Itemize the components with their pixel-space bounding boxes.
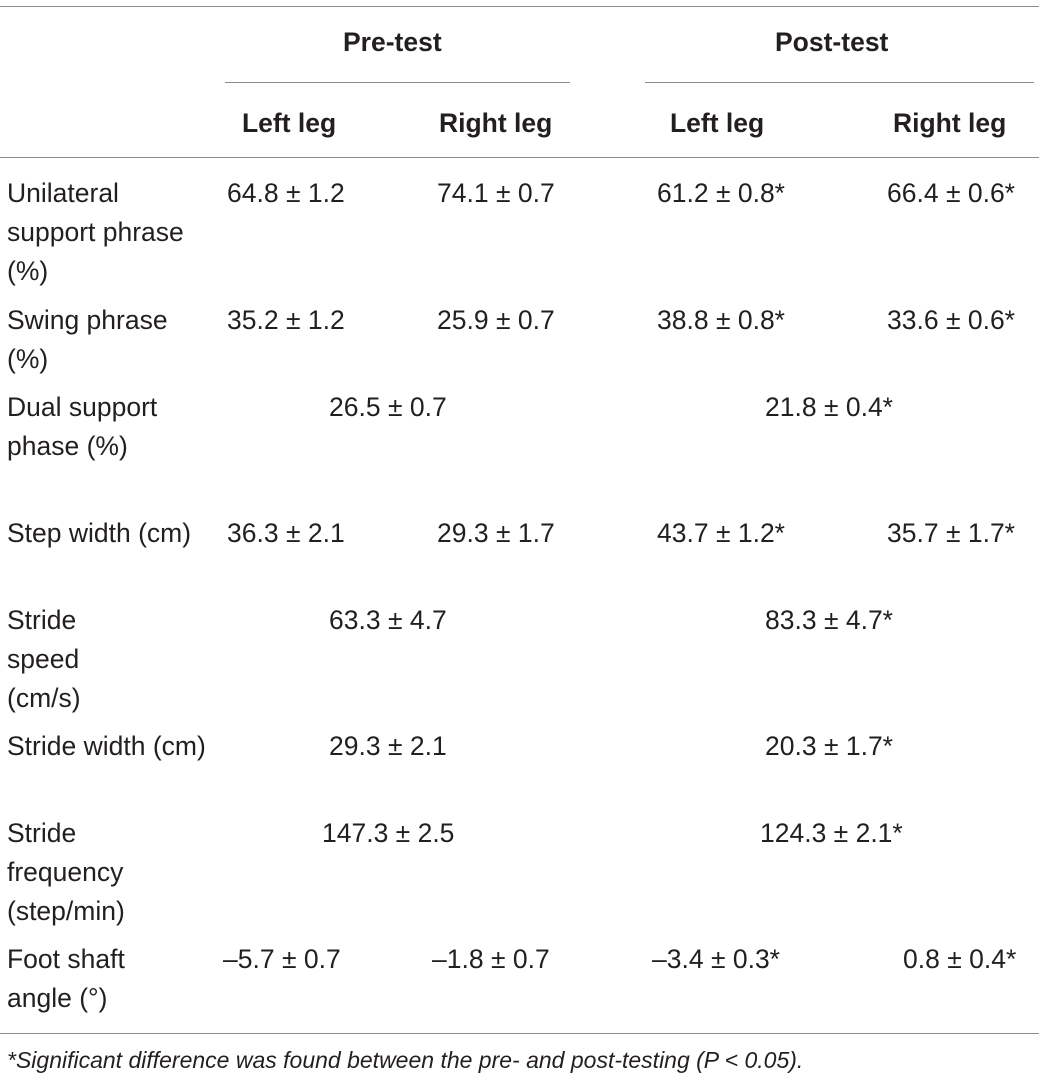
cell-pre-merged: 147.3 ± 2.5: [322, 818, 455, 848]
cell-post-left: 43.7 ± 1.2*: [657, 518, 785, 548]
group-header-posttest: Post-test: [775, 27, 889, 57]
row-label: Stride width (cm): [7, 731, 206, 761]
cell-pre-left: 64.8 ± 1.2: [227, 178, 345, 208]
cell-post-left: –3.4 ± 0.3*: [652, 944, 780, 974]
cell-post-merged: 83.3 ± 4.7*: [765, 605, 893, 635]
cell-pre-merged: 63.3 ± 4.7: [329, 605, 447, 635]
bottom-rule: [0, 1033, 1039, 1034]
row-label: Foot shaft angle (°): [7, 944, 125, 1013]
row-label: Stride frequency (step/min): [7, 818, 125, 926]
row-label: Step width (cm): [7, 518, 192, 548]
cell-pre-left: –5.7 ± 0.7: [223, 944, 341, 974]
cell-pre-right: 74.1 ± 0.7: [437, 178, 555, 208]
cell-post-right: 33.6 ± 0.6*: [887, 305, 1015, 335]
subheader-pre-left: Left leg: [242, 108, 337, 138]
cell-pre-left: 36.3 ± 2.1: [227, 518, 345, 548]
cell-pre-left: 35.2 ± 1.2: [227, 305, 345, 335]
cell-post-merged: 124.3 ± 2.1*: [760, 818, 903, 848]
cell-post-left: 61.2 ± 0.8*: [657, 178, 785, 208]
cell-post-left: 38.8 ± 0.8*: [657, 305, 785, 335]
row-label: Unilateral support phrase (%): [7, 178, 184, 286]
subheader-post-left: Left leg: [670, 108, 765, 138]
pretest-group-rule: [225, 82, 570, 83]
row-label: Stride speed (cm/s): [7, 605, 81, 713]
subheader-pre-right: Right leg: [439, 108, 553, 138]
table-footnote: *Significant difference was found betwee…: [7, 1047, 804, 1073]
cell-post-right: 66.4 ± 0.6*: [887, 178, 1015, 208]
posttest-group-rule: [645, 82, 1034, 83]
cell-post-right: 35.7 ± 1.7*: [887, 518, 1015, 548]
cell-pre-right: 25.9 ± 0.7: [437, 305, 555, 335]
header-bottom-rule: [0, 157, 1039, 158]
cell-post-right: 0.8 ± 0.4*: [903, 944, 1017, 974]
cell-pre-right: 29.3 ± 1.7: [437, 518, 555, 548]
group-header-pretest: Pre-test: [343, 27, 442, 57]
cell-pre-merged: 26.5 ± 0.7: [329, 392, 447, 422]
cell-pre-merged: 29.3 ± 2.1: [329, 731, 447, 761]
top-rule: [0, 6, 1039, 7]
cell-post-merged: 21.8 ± 0.4*: [765, 392, 893, 422]
cell-pre-right: –1.8 ± 0.7: [432, 944, 550, 974]
subheader-post-right: Right leg: [893, 108, 1007, 138]
row-label: Swing phrase (%): [7, 305, 168, 374]
cell-post-merged: 20.3 ± 1.7*: [765, 731, 893, 761]
row-label: Dual support phase (%): [7, 392, 158, 461]
